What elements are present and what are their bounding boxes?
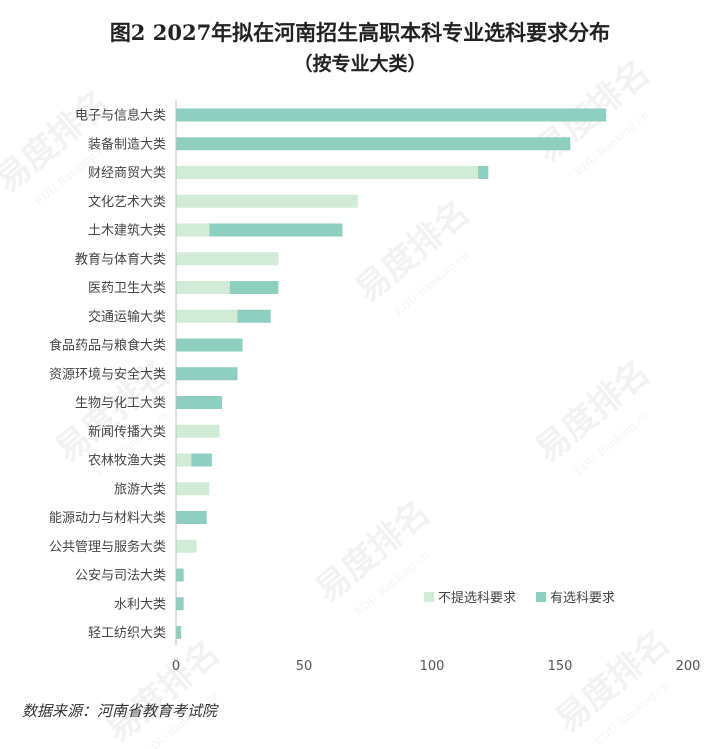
bar-no-requirement xyxy=(176,539,197,553)
bar-no-requirement xyxy=(176,482,210,496)
bar-no-requirement xyxy=(176,424,220,438)
legend-swatch-no-requirement xyxy=(424,592,434,602)
category-label: 轻工纺织大类 xyxy=(88,626,166,641)
legend-label-with-requirement: 有选科要求 xyxy=(550,591,615,606)
bar-no-requirement xyxy=(176,309,238,323)
data-source-note: 数据来源：河南省教育考试院 xyxy=(22,702,218,720)
category-label: 资源环境与安全大类 xyxy=(49,366,166,382)
category-label: 公安与司法大类 xyxy=(75,569,166,584)
category-label: 文化艺术大类 xyxy=(88,195,166,210)
bar-no-requirement xyxy=(176,223,210,237)
bar-with-requirement xyxy=(176,597,184,611)
bar-with-requirement xyxy=(229,281,279,294)
x-tick-label: 0 xyxy=(172,659,180,674)
category-label: 装备制造大类 xyxy=(88,136,166,152)
category-label: 财经商贸大类 xyxy=(88,166,166,181)
legend-label-no-requirement: 不提选科要求 xyxy=(438,590,516,606)
bar-with-requirement xyxy=(176,338,243,352)
category-label: 能源动力与材料大类 xyxy=(49,511,166,526)
bar-with-requirement xyxy=(176,367,238,381)
legend-swatch-with-requirement xyxy=(536,592,546,602)
category-label: 公共管理与服务大类 xyxy=(49,539,166,555)
bar-with-requirement xyxy=(176,108,607,122)
bar-no-requirement xyxy=(176,194,358,208)
bar-with-requirement xyxy=(176,396,223,409)
bars-group xyxy=(176,108,607,639)
x-tick-label: 150 xyxy=(548,659,573,674)
category-label: 交通运输大类 xyxy=(88,309,166,325)
bar-with-requirement xyxy=(176,626,182,639)
bar-with-requirement xyxy=(237,309,271,323)
category-label: 电子与信息大类 xyxy=(75,108,166,124)
category-label: 教育与体育大类 xyxy=(75,251,166,267)
bar-no-requirement xyxy=(176,252,279,266)
category-label: 水利大类 xyxy=(114,597,166,612)
x-tick-label: 100 xyxy=(420,659,445,674)
category-label: 食品药品与粮食大类 xyxy=(49,338,166,354)
chart-title: 图2 2027年拟在河南招生高职本科专业选科要求分布 xyxy=(109,20,611,45)
bar-no-requirement xyxy=(176,453,192,467)
bar-with-requirement xyxy=(191,453,212,467)
bar-with-requirement xyxy=(176,568,184,582)
category-label: 农林牧渔大类 xyxy=(88,454,166,469)
bar-with-requirement xyxy=(176,137,571,151)
x-tick-label: 200 xyxy=(676,659,701,674)
category-label: 新闻传播大类 xyxy=(88,424,166,440)
category-label: 旅游大类 xyxy=(114,482,166,497)
category-label: 医药卫生大类 xyxy=(88,281,166,296)
bar-with-requirement xyxy=(176,511,207,524)
bar-with-requirement xyxy=(209,223,343,237)
bar-no-requirement xyxy=(176,281,230,294)
bar-no-requirement xyxy=(176,166,479,179)
legend-group: 不提选科要求 有选科要求 xyxy=(424,590,615,606)
x-tick-label: 50 xyxy=(296,659,313,674)
category-labels-group: 电子与信息大类装备制造大类财经商贸大类文化艺术大类土木建筑大类教育与体育大类医药… xyxy=(49,108,166,642)
x-axis-group: 0 50 100 150 200 xyxy=(172,100,701,674)
bar-with-requirement xyxy=(478,166,489,179)
category-label: 土木建筑大类 xyxy=(88,223,166,239)
chart-subtitle: （按专业大类） xyxy=(293,53,427,75)
category-label: 生物与化工大类 xyxy=(75,396,166,411)
